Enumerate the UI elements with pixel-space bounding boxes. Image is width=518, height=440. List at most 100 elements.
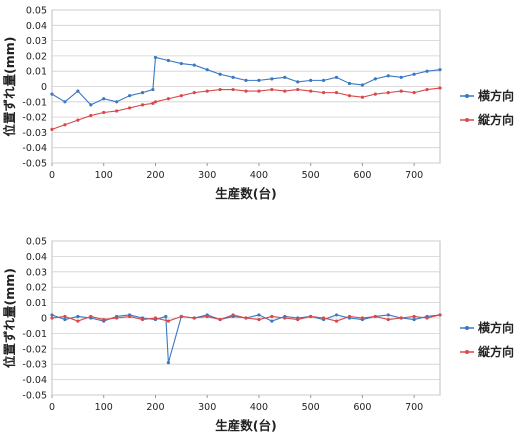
data-point	[334, 91, 339, 95]
x-tick-label: 0	[49, 402, 55, 413]
data-point	[166, 319, 170, 323]
data-point	[151, 87, 155, 92]
y-tick-label: 0.04	[26, 21, 47, 32]
data-point	[102, 317, 106, 322]
data-point	[334, 75, 339, 79]
y-tick-label: -0.03	[22, 128, 47, 139]
data-point	[270, 314, 274, 319]
data-point	[412, 314, 416, 319]
data-point	[205, 314, 209, 319]
data-point	[153, 55, 158, 60]
data-point	[373, 77, 377, 81]
data-point	[166, 58, 170, 63]
data-point	[386, 313, 390, 317]
data-point	[218, 87, 222, 92]
data-point	[296, 317, 300, 322]
data-point	[296, 87, 300, 92]
data-point	[179, 61, 183, 66]
data-point	[128, 94, 132, 98]
data-point	[76, 118, 80, 122]
data-point	[231, 87, 235, 92]
y-tick-label: 0.05	[26, 237, 47, 248]
data-point	[334, 313, 339, 317]
data-point	[412, 317, 416, 322]
data-point	[218, 317, 222, 322]
data-point	[412, 72, 416, 76]
x-tick-label: 700	[405, 402, 423, 413]
data-point	[128, 106, 132, 110]
series-line-0	[51, 56, 441, 106]
data-point	[283, 75, 287, 79]
data-point	[89, 103, 93, 107]
data-point	[438, 86, 442, 90]
data-point	[179, 314, 183, 319]
data-point	[412, 91, 416, 95]
data-point	[140, 91, 145, 95]
data-point	[89, 113, 93, 118]
x-tick-label: 200	[146, 402, 164, 413]
data-point	[231, 75, 235, 79]
y-tick-label: -0.05	[22, 159, 47, 170]
data-point	[347, 314, 352, 319]
y-tick-label: 0.04	[26, 252, 47, 263]
data-point	[399, 316, 403, 320]
data-point	[296, 80, 300, 84]
x-tick-label: 200	[146, 170, 164, 181]
y-axis-title: 位置ずれ量(mm)	[2, 37, 17, 137]
y-tick-label: 0.01	[26, 67, 47, 78]
y-tick-label: 0.01	[26, 298, 47, 309]
y-tick-label: -0.04	[22, 143, 47, 154]
legend-marker	[465, 350, 469, 354]
data-point	[151, 101, 155, 105]
data-point	[360, 316, 364, 320]
legend-label: 横方向	[478, 320, 514, 335]
data-point	[270, 87, 274, 92]
data-point	[425, 316, 429, 320]
legend-label: 縦方向	[478, 112, 514, 127]
data-point	[102, 110, 106, 115]
data-point	[283, 316, 287, 320]
series-line-1	[51, 87, 441, 130]
data-point	[257, 313, 261, 317]
chart-bottom: 0.05 0.04 0.03 0.02 0.01 0 -0.01 -0.02 -0.03 -0.0…	[2, 237, 514, 434]
data-point	[179, 94, 183, 98]
data-point	[322, 91, 326, 95]
data-point	[115, 109, 119, 113]
x-tick-label: 700	[405, 170, 423, 181]
y-tick-label: -0.02	[22, 344, 47, 355]
data-point	[153, 316, 158, 320]
data-point	[89, 314, 93, 319]
data-point	[63, 100, 67, 104]
data-point	[322, 78, 326, 82]
data-point	[425, 69, 429, 73]
y-tick-label: -0.04	[22, 375, 47, 386]
y-tick-label: 0	[41, 314, 47, 325]
data-point	[244, 89, 248, 93]
data-point	[63, 314, 67, 319]
data-point	[438, 313, 442, 317]
x-tick-label: 600	[353, 402, 371, 413]
y-tick-label: 0.05	[26, 6, 47, 17]
x-tick-label: 600	[353, 170, 371, 181]
chart-top: 0.05 0.04 0.03 0.02 0.01 0 -0.01 -0.02 -0.03 -0.0…	[2, 6, 514, 202]
legend-marker	[465, 94, 469, 98]
data-point	[164, 314, 168, 319]
legend-marker	[465, 118, 469, 122]
data-point	[244, 316, 248, 320]
x-tick-label: 100	[95, 170, 113, 181]
data-point	[309, 314, 313, 319]
data-point	[373, 92, 377, 96]
y-tick-label: -0.02	[22, 113, 47, 124]
data-point	[192, 316, 196, 320]
x-tick-label: 500	[302, 402, 320, 413]
y-tick-label: -0.03	[22, 360, 47, 371]
data-point	[257, 317, 261, 322]
y-tick-label: 0.02	[26, 51, 47, 62]
data-point	[438, 68, 442, 72]
data-point	[153, 100, 158, 104]
data-point	[50, 316, 54, 320]
data-point	[205, 68, 209, 72]
data-point	[50, 92, 54, 96]
data-point	[347, 94, 352, 98]
